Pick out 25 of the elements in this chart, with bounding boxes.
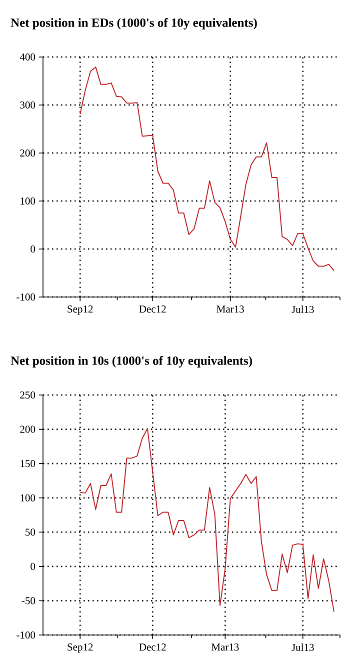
y-tick-label: 200 [20,426,36,433]
chart-title: Net position in 10s (1000's of 10y equivalents) [10,356,252,368]
x-tick-label: Sep12 [68,306,93,315]
x-tick-label: Mar13 [216,306,244,313]
x-tick-label: Dec12 [139,644,166,651]
y-tick-label: -100 [16,293,36,301]
line-series [80,66,334,272]
y-tick-label: 50 [26,528,36,536]
y-tick-label: 300 [20,101,36,109]
y-tick-label: 400 [20,53,36,61]
x-tick-label: Jul13 [292,644,314,651]
x-tick-label: Jul13 [292,306,314,313]
x-tick-label: Mar13 [211,644,239,651]
y-tick-label: 0 [30,245,36,253]
y-tick-label: 200 [20,149,36,157]
y-tick-label: -50 [22,597,36,604]
y-tick-label: 250 [20,391,36,399]
x-tick-label: Sep12 [68,644,93,653]
y-tick-label: 150 [20,460,36,468]
y-tick-label: 0 [30,562,36,570]
y-tick-label: 100 [20,197,36,205]
y-tick-label: -100 [16,631,36,639]
y-tick-label: 100 [20,494,36,502]
x-tick-label: Dec12 [139,306,166,313]
chart-title: Net position in EDs (1000's of 10y equivalents) [10,18,257,30]
